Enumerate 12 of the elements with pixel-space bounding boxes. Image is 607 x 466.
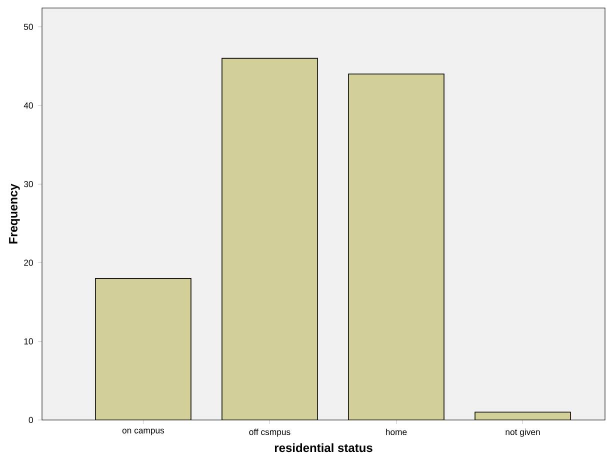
x-tick-label: on campus (122, 428, 164, 436)
y-tick-label: 40 (24, 102, 33, 109)
y-axis-title: Frequency (9, 184, 20, 244)
y-tick-label: 50 (24, 24, 33, 30)
y-tick-label: 0 (28, 416, 33, 424)
y-tick-label: 30 (24, 181, 33, 188)
x-tick-label: off csmpus (249, 428, 290, 437)
y-tick-label: 10 (24, 338, 33, 344)
x-tick-label: home (386, 428, 407, 436)
y-tick-label: 20 (24, 260, 33, 266)
x-axis-title: residential status (274, 443, 372, 452)
x-tick-label: not given (506, 428, 540, 437)
